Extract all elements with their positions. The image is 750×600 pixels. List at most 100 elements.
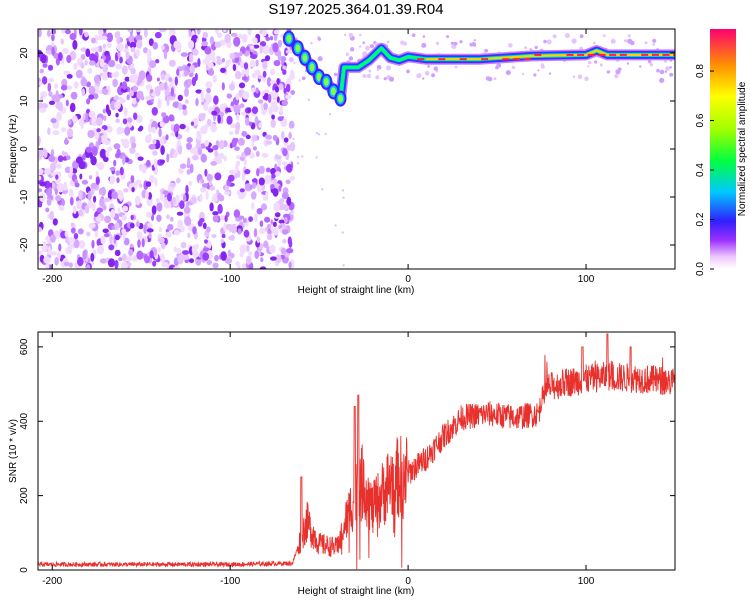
noise-speck (487, 76, 493, 82)
noise-speck (201, 41, 209, 47)
noise-speck (105, 150, 110, 158)
noise-speck (78, 209, 83, 217)
spectrogram-xtick-label: 100 (578, 274, 595, 285)
noise-speck (52, 130, 60, 136)
noise-speck (200, 186, 207, 193)
noise-speck (333, 72, 338, 77)
noise-speck (177, 94, 183, 102)
noise-speck (107, 109, 112, 117)
noise-speck (62, 47, 69, 55)
signal-blob-core (338, 94, 343, 103)
noise-speck (255, 59, 259, 67)
noise-speck (91, 201, 96, 212)
noise-speck (200, 153, 207, 163)
noise-speck (46, 29, 51, 37)
noise-speck (70, 222, 75, 228)
noise-speck (122, 253, 127, 262)
noise-speck (139, 164, 147, 173)
noise-speck (44, 168, 52, 175)
noise-speck (48, 77, 55, 83)
noise-speck (96, 128, 101, 133)
noise-speck (82, 153, 86, 161)
noise-speck (238, 51, 243, 57)
noise-speck (191, 244, 198, 255)
noise-speck (66, 155, 71, 161)
noise-speck (220, 251, 227, 261)
noise-speck (248, 216, 254, 223)
noise-speck (262, 61, 268, 69)
noise-speck (534, 45, 538, 50)
snr-series-line (38, 333, 675, 570)
noise-speck (152, 260, 157, 267)
noise-speck (626, 62, 630, 65)
noise-speck (273, 34, 278, 42)
noise-speck (229, 223, 233, 233)
noise-speck (99, 258, 108, 264)
noise-speck (262, 29, 267, 37)
noise-speck (310, 42, 313, 45)
noise-speck (100, 235, 106, 245)
noise-speck (134, 152, 140, 158)
noise-speck (286, 83, 291, 93)
noise-speck (267, 229, 272, 235)
noise-speck (47, 127, 51, 135)
noise-speck (617, 67, 622, 72)
noise-speck (139, 183, 143, 188)
noise-speck (264, 174, 272, 185)
noise-speck (212, 214, 219, 223)
noise-speck (261, 153, 269, 158)
noise-speck (177, 145, 183, 155)
noise-speck (127, 117, 133, 124)
noise-speck (209, 202, 214, 212)
noise-speck (109, 233, 113, 244)
noise-speck (200, 179, 205, 184)
noise-speck (187, 157, 191, 167)
noise-speck (159, 253, 165, 263)
noise-speck (176, 68, 180, 77)
noise-speck (113, 95, 119, 101)
noise-speck (147, 222, 153, 228)
noise-speck (422, 35, 426, 38)
noise-speck (86, 81, 91, 88)
noise-speck (277, 116, 284, 122)
noise-speck (47, 245, 52, 256)
noise-speck (226, 93, 233, 99)
spectrogram-heatmap (38, 29, 675, 269)
noise-speck (136, 39, 143, 49)
noise-speck (267, 94, 272, 104)
noise-speck (130, 175, 135, 184)
noise-speck (207, 148, 214, 153)
noise-speck (103, 156, 109, 163)
noise-speck (115, 63, 122, 70)
noise-speck (270, 256, 277, 261)
noise-speck (204, 139, 210, 147)
noise-speck (133, 112, 138, 120)
noise-speck (186, 142, 192, 150)
noise-speck (177, 219, 184, 229)
noise-speck (99, 187, 103, 195)
noise-speck (165, 202, 172, 208)
noise-speck (45, 235, 51, 242)
noise-speck (376, 68, 380, 71)
noise-speck (272, 188, 279, 197)
noise-speck (73, 239, 80, 249)
noise-speck (275, 254, 282, 264)
noise-speck (98, 135, 102, 146)
colorbar-label: Normalized spectral amplitude (737, 81, 748, 216)
noise-speck (594, 60, 598, 64)
noise-speck (270, 119, 276, 128)
noise-speck (167, 223, 174, 231)
noise-speck (174, 76, 178, 86)
noise-speck (282, 69, 287, 75)
noise-speck (146, 48, 152, 59)
noise-speck (217, 192, 223, 201)
noise-speck (137, 239, 141, 248)
noise-speck (239, 188, 245, 193)
noise-speck (224, 215, 228, 223)
noise-speck (274, 212, 281, 218)
spectrogram-ytick-label: -20 (19, 237, 30, 252)
noise-speck (112, 78, 118, 88)
noise-speck (194, 73, 198, 81)
noise-speck (209, 36, 214, 45)
noise-speck (55, 174, 59, 180)
